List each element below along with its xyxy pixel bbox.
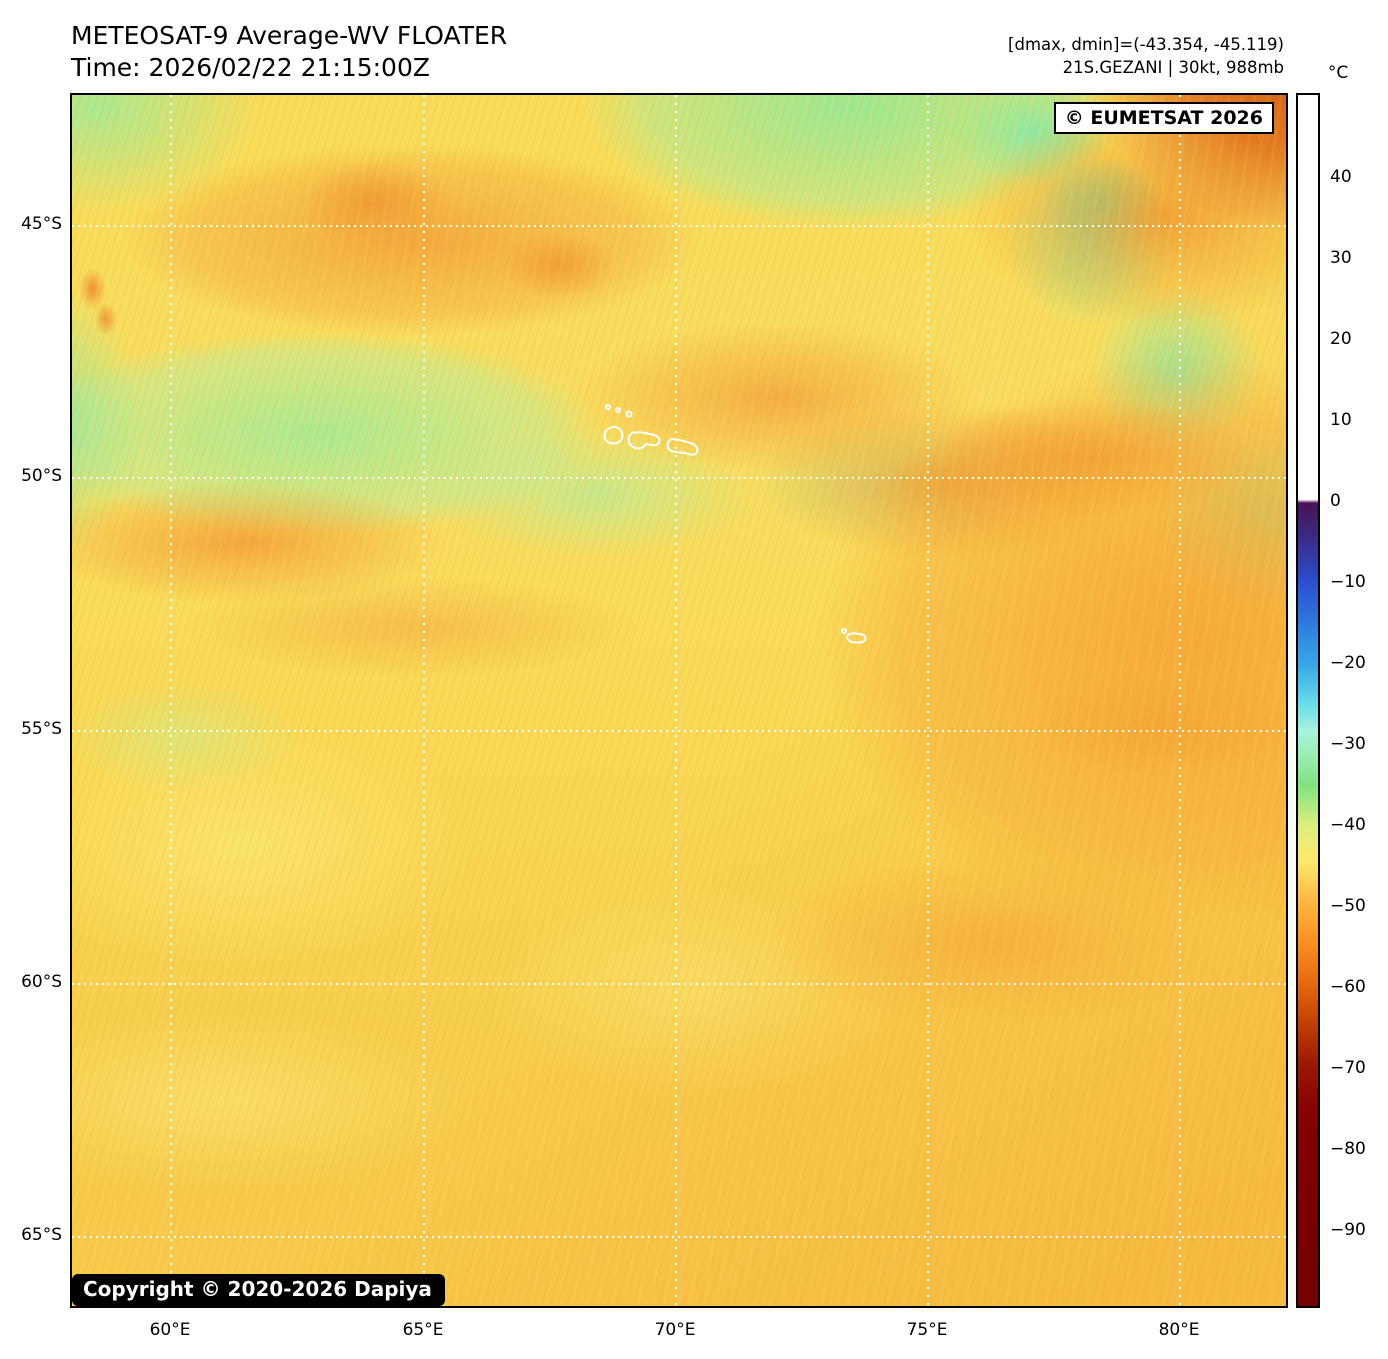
timestamp: Time: 2026/02/22 21:15:00Z: [71, 53, 430, 82]
colorbar-tick: −20: [1330, 653, 1366, 673]
gridline-65S: [72, 1236, 1286, 1238]
gridline-55S: [72, 730, 1286, 732]
islet-dot: [605, 404, 611, 410]
colorbar-tick: −90: [1330, 1220, 1366, 1240]
colorbar-tick: 20: [1330, 329, 1352, 349]
island-outline: [666, 438, 699, 456]
colorbar-tick: −80: [1330, 1139, 1366, 1159]
water-vapor-imagery: [72, 95, 1286, 1306]
island-outline: [846, 632, 867, 644]
colorbar-unit-label: °C: [1327, 63, 1349, 83]
island-outline: [627, 431, 661, 450]
colorbar-tick: −10: [1330, 572, 1366, 592]
satellite-map: © EUMETSAT 2026 Copyright © 2020-2026 Da…: [70, 93, 1288, 1308]
gridline-80E: [1179, 95, 1181, 1306]
lat-tick-55S: 55°S: [21, 719, 62, 739]
colorbar-tick: −50: [1330, 896, 1366, 916]
lon-tick-70E: 70°E: [654, 1320, 696, 1340]
gridline-60S: [72, 983, 1286, 985]
lat-tick-65S: 65°S: [21, 1225, 62, 1245]
islet-dot: [841, 628, 847, 634]
islet-dot: [615, 407, 621, 413]
gridline-70E: [675, 95, 677, 1306]
header: METEOSAT-9 Average-WV FLOATER Time: 2026…: [71, 20, 507, 84]
colorbar-tick: 10: [1330, 410, 1352, 430]
gridline-50S: [72, 477, 1286, 479]
gridline-60E: [170, 95, 172, 1306]
eumetsat-attribution-badge: © EUMETSAT 2026: [1053, 102, 1274, 134]
temperature-colorbar: [1296, 93, 1320, 1308]
dmax-dmin-readout: [dmax, dmin]=(-43.354, -45.119): [1008, 35, 1284, 54]
island-outline: [603, 425, 624, 445]
storm-id-intensity: 21S.GEZANI | 30kt, 988mb: [1062, 58, 1284, 77]
colorbar-tick: 30: [1330, 248, 1352, 268]
page-title: METEOSAT-9 Average-WV FLOATER: [71, 21, 508, 50]
gridline-65E: [423, 95, 425, 1306]
colorbar-tick: −40: [1330, 815, 1366, 835]
colorbar-tick: −60: [1330, 977, 1366, 997]
colorbar-tick: −30: [1330, 734, 1366, 754]
lat-tick-50S: 50°S: [21, 466, 62, 486]
lat-tick-45S: 45°S: [21, 214, 62, 234]
gridline-75E: [927, 95, 929, 1306]
lon-tick-65E: 65°E: [402, 1320, 444, 1340]
lon-tick-75E: 75°E: [906, 1320, 948, 1340]
gridline-45S: [72, 225, 1286, 227]
lat-tick-60S: 60°S: [21, 972, 62, 992]
islet-dot: [625, 410, 633, 418]
lon-tick-60E: 60°E: [149, 1320, 191, 1340]
coastline-contours: [603, 404, 867, 644]
copyright-badge: Copyright © 2020-2026 Dapiya: [72, 1274, 445, 1306]
lon-tick-80E: 80°E: [1158, 1320, 1200, 1340]
colorbar-tick: −70: [1330, 1058, 1366, 1078]
storm-info: [dmax, dmin]=(-43.354, -45.119) 21S.GEZA…: [1008, 33, 1284, 79]
colorbar-tick: 0: [1330, 491, 1341, 511]
colorbar-tick: 40: [1330, 167, 1352, 187]
